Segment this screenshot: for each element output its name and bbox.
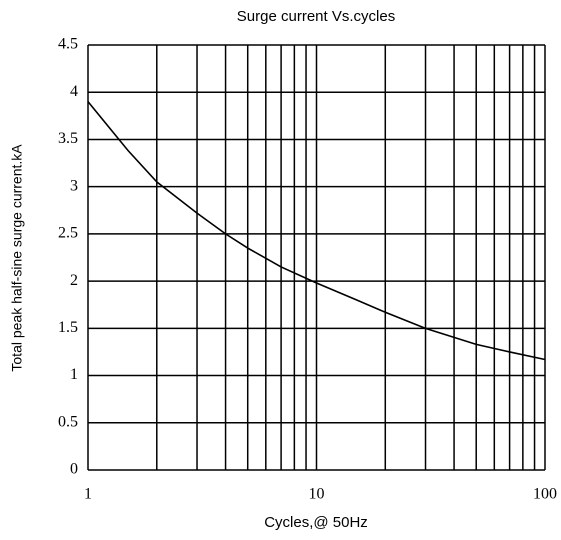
y-axis-label: Total peak half-sine surge current.kA (9, 144, 25, 372)
y-tick-label: 4 (70, 83, 78, 100)
y-tick-label: 0.5 (58, 413, 78, 430)
x-tick-label: 10 (309, 486, 325, 503)
y-tick-label: 2 (70, 272, 78, 289)
y-tick-label: 0 (70, 461, 78, 478)
x-tick-label: 100 (533, 486, 557, 503)
x-axis-label: Cycles,@ 50Hz (264, 514, 368, 531)
y-tick-label: 3 (70, 177, 78, 194)
y-tick-label: 4.5 (58, 36, 78, 53)
x-tick-label: 1 (84, 486, 92, 503)
data-line (87, 101, 546, 361)
y-tick-label: 1 (70, 366, 78, 383)
chart-title: Surge current Vs.cycles (237, 8, 395, 25)
y-tick-label: 3.5 (58, 130, 78, 147)
y-tick-label: 1.5 (58, 319, 78, 336)
y-tick-label: 2.5 (58, 225, 78, 242)
